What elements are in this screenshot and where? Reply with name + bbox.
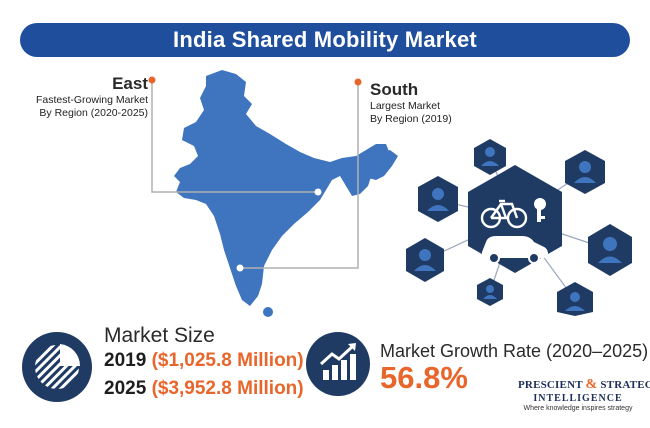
india-map-shape [174,70,390,306]
east-connector-line [151,80,318,193]
logo-tagline: Where knowledge inspires strategy [523,405,633,412]
market-size-row-2019: 2019 ($1,025.8 Million) [104,350,304,372]
market-size-value: ($3,952.8 Million) [151,378,304,399]
south-marker-dot [354,78,362,86]
east-marker-dot [148,76,156,84]
bicycle-icon [480,199,528,229]
south-region-line2: By Region (2019) [370,113,452,125]
market-size-row-2025: 2025 ($3,952.8 Million) [104,378,304,400]
south-connector-line [240,82,359,269]
user-icon [418,176,458,222]
logo-ampersand: & [585,377,598,392]
user-icon [557,282,593,316]
logo-line2: INTELLIGENCE [533,393,623,404]
northeast-shape [356,150,398,180]
logo-word-prescient: PRESCIENT [518,379,583,391]
title-banner: India Shared Mobility Market [20,23,630,57]
market-size-year: 2019 [104,350,147,371]
market-size-year: 2025 [104,378,147,399]
market-size-icon [22,332,92,402]
east-region-line2: By Region (2020-2025) [39,107,148,119]
user-icon [406,238,444,282]
south-region-line1: Largest Market [370,100,441,112]
growth-chart-icon [319,343,356,380]
market-size-title: Market Size [104,324,215,347]
mobility-network [406,139,632,316]
logo-line1: PRESCIENT & STRATEGIC [518,377,650,393]
south-region-label: South Largest Market By Region (2019) [370,80,510,126]
key-icon [534,198,546,222]
user-icon [477,278,503,306]
growth-rate-title: Market Growth Rate (2020–2025) [380,341,649,361]
east-target-dot [314,188,322,196]
south-target-dot [236,264,244,272]
user-icon [474,139,506,175]
east-region-line1: Fastest-Growing Market [35,94,148,106]
page-title: India Shared Mobility Market [173,27,477,52]
growth-rate-value: 56.8% [380,360,468,395]
east-region-label: East Fastest-Growing Market By Region (2… [20,74,148,120]
south-region-name: South [370,80,419,99]
east-region-name: East [112,74,148,93]
pie-chart-icon [35,344,81,389]
car-icon [482,236,548,264]
growth-rate-icon [306,332,370,396]
user-icon [565,150,605,194]
company-logo: PRESCIENT & STRATEGIC INTELLIGENCE Where… [518,377,650,412]
logo-word-strategic: STRATEGIC [600,379,650,391]
user-icon [588,224,632,276]
sri-lanka-shape [263,307,273,317]
market-size-value: ($1,025.8 Million) [151,350,304,371]
